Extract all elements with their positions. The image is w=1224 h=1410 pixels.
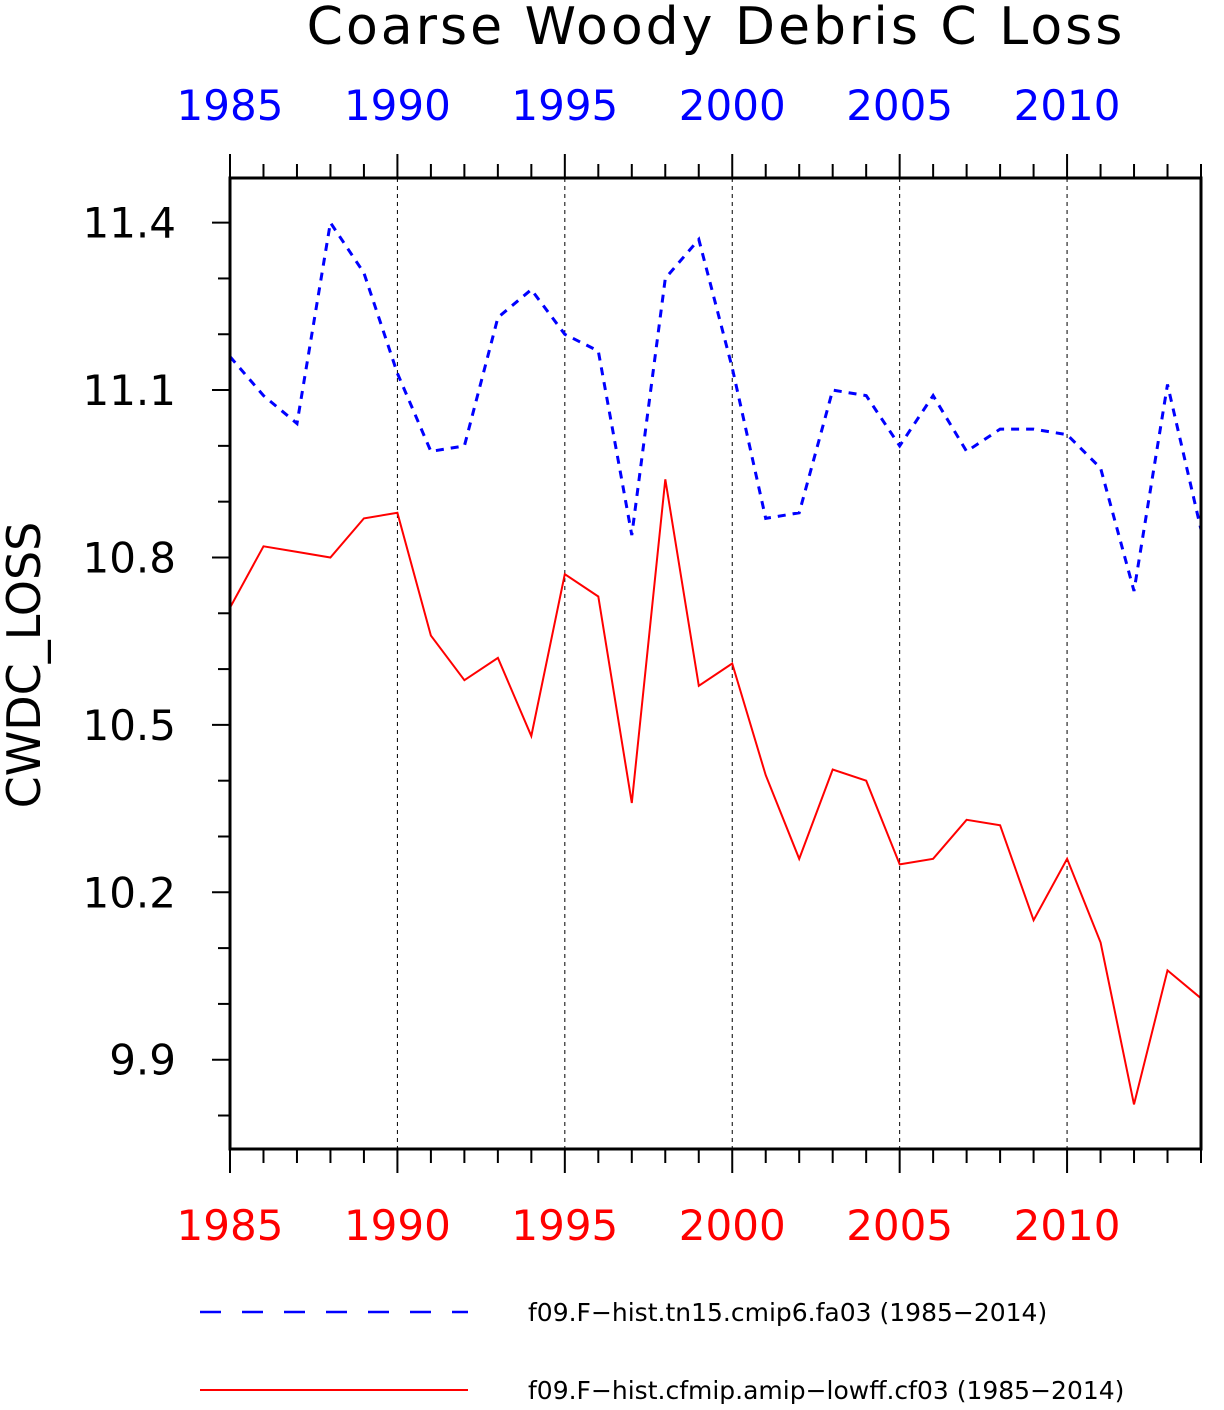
x-tick-label-bottom: 1985 — [177, 1201, 284, 1250]
series-lines — [228, 218, 1203, 1105]
series-line-2 — [229, 479, 1202, 1105]
x-tick-label-top: 1985 — [177, 81, 284, 130]
y-axis-label: CWDC_LOSS — [0, 522, 51, 809]
plot-frame — [228, 176, 1203, 1151]
legend-label-series-1: f09.F−hist.tn15.cmip6.fa03 (1985−2014) — [528, 1298, 1047, 1327]
y-tick-label: 11.4 — [82, 199, 176, 248]
x-tick-label-top: 2000 — [679, 81, 786, 130]
tick-labels: 1985 1985 1990 1990 1995 1995 2000 2000 2005 2005… — [82, 81, 1120, 1250]
x-tick-label-top: 1995 — [511, 81, 618, 130]
x-tick-label-top: 2010 — [1014, 81, 1121, 130]
x-tick-label-top: 2005 — [846, 81, 953, 130]
chart-title: Coarse Woody Debris C Loss — [307, 0, 1126, 57]
y-tick-label: 9.9 — [109, 1036, 176, 1085]
x-tick-label-top: 1990 — [344, 81, 451, 130]
x-tick-label-bottom: 1995 — [511, 1201, 618, 1250]
x-tick-label-bottom: 2000 — [679, 1201, 786, 1250]
x-tick-label-bottom: 2005 — [846, 1201, 953, 1250]
y-tick-label: 10.8 — [82, 533, 176, 582]
x-tick-label-bottom: 1990 — [344, 1201, 451, 1250]
legend: f09.F−hist.tn15.cmip6.fa03 (1985−2014) f… — [200, 1298, 1124, 1405]
y-tick-label: 10.2 — [82, 868, 176, 917]
y-tick-label: 11.1 — [82, 366, 176, 415]
axis-ticks — [212, 154, 1202, 1173]
series-line-1 — [228, 218, 1203, 592]
vertical-grid — [396, 178, 1068, 1149]
legend-label-series-2: f09.F−hist.cfmip.amip−lowff.cf03 (1985−2… — [528, 1376, 1124, 1405]
x-tick-label-bottom: 2010 — [1014, 1201, 1121, 1250]
y-tick-label: 10.5 — [82, 701, 176, 750]
